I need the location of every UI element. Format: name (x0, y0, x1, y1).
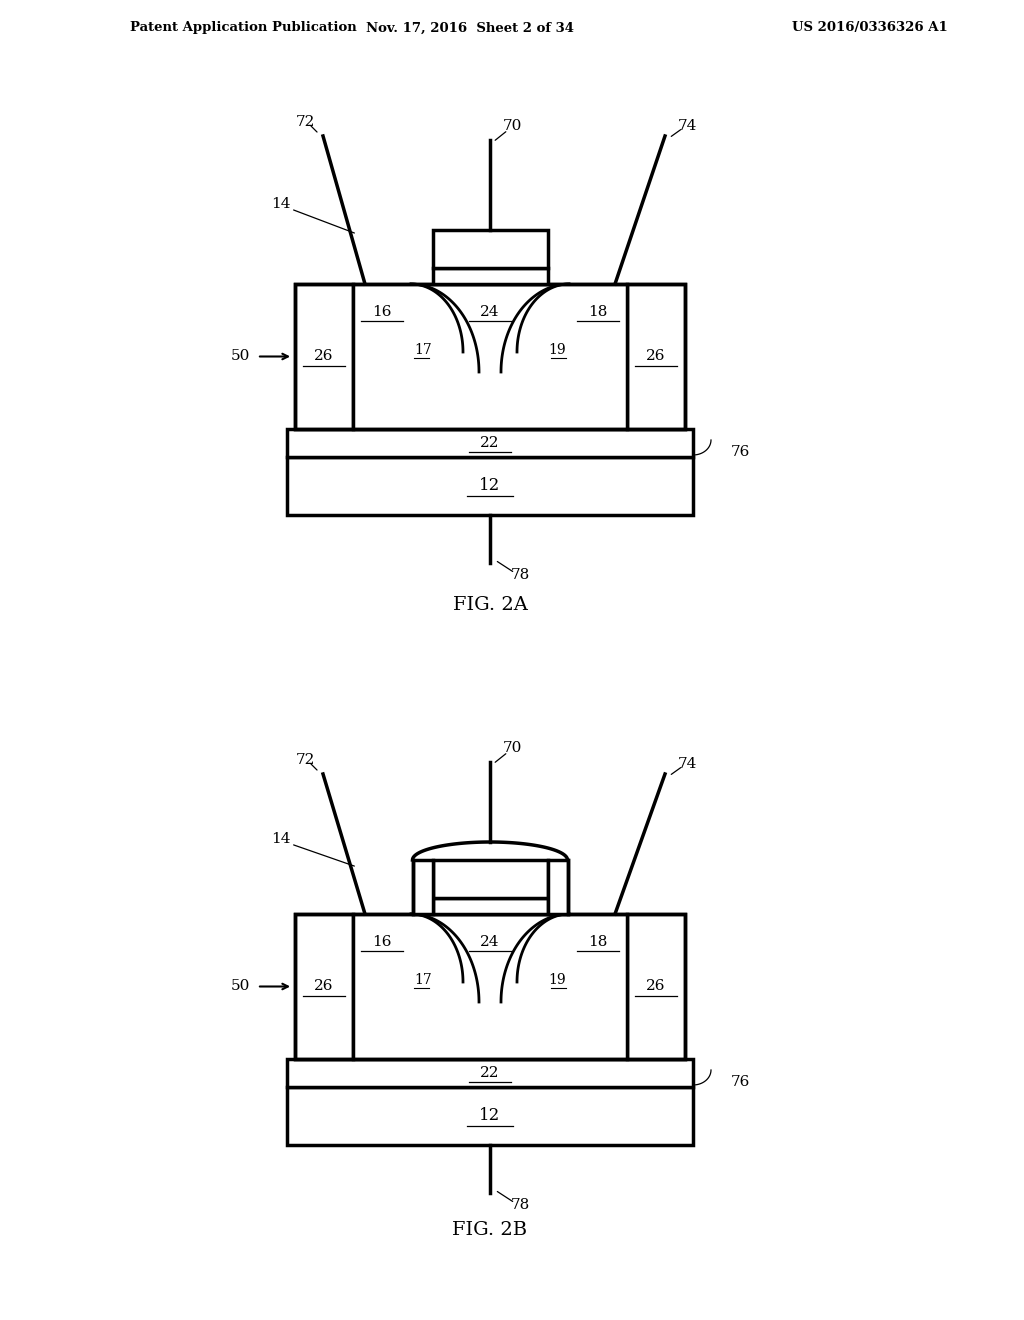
Bar (627, 284, 685, 429)
Bar (627, 913, 685, 1059)
Text: 16: 16 (373, 935, 392, 949)
Text: 78: 78 (510, 1199, 529, 1212)
Bar (353, 284, 627, 429)
Bar (548, 861, 567, 913)
Bar (287, 457, 693, 515)
Text: 72: 72 (295, 115, 314, 129)
Text: 19: 19 (548, 343, 566, 356)
Text: 26: 26 (646, 979, 666, 994)
Bar (295, 284, 353, 429)
Text: 24: 24 (480, 935, 500, 949)
Text: 24: 24 (480, 305, 500, 319)
Text: 72: 72 (295, 752, 314, 767)
Text: 26: 26 (314, 979, 334, 994)
Text: 78: 78 (510, 568, 529, 582)
Text: 70: 70 (503, 119, 521, 133)
Text: 62: 62 (481, 269, 499, 282)
Text: 17: 17 (414, 343, 432, 356)
Text: 16: 16 (373, 305, 392, 319)
Bar (432, 230, 548, 268)
Bar (295, 284, 685, 429)
Text: 60: 60 (480, 873, 500, 886)
Text: 26: 26 (314, 350, 334, 363)
Text: FIG. 2B: FIG. 2B (453, 1221, 527, 1239)
Text: Patent Application Publication: Patent Application Publication (130, 21, 356, 34)
Text: 26: 26 (646, 350, 666, 363)
Bar (287, 429, 693, 457)
Text: 14: 14 (271, 832, 291, 846)
Text: 22: 22 (480, 1067, 500, 1080)
Text: 74: 74 (677, 756, 696, 771)
Bar (432, 898, 548, 913)
Bar (353, 913, 627, 1059)
Bar (295, 913, 685, 1059)
Text: 12: 12 (479, 478, 501, 495)
Text: 62: 62 (481, 899, 499, 913)
Text: 50: 50 (230, 350, 250, 363)
Text: 50: 50 (230, 979, 250, 994)
Text: Nov. 17, 2016  Sheet 2 of 34: Nov. 17, 2016 Sheet 2 of 34 (366, 21, 574, 34)
Text: 12: 12 (479, 1107, 501, 1125)
Text: 60: 60 (480, 242, 500, 256)
Text: 14: 14 (271, 197, 291, 211)
Text: 17: 17 (414, 973, 432, 987)
Text: 76: 76 (730, 1074, 750, 1089)
Text: 22: 22 (480, 436, 500, 450)
Bar (295, 913, 353, 1059)
Text: 74: 74 (677, 119, 696, 133)
Text: 76: 76 (730, 445, 750, 459)
Text: 61: 61 (415, 880, 430, 894)
Text: 61: 61 (550, 880, 565, 894)
Bar (432, 861, 548, 898)
Bar (287, 1059, 693, 1086)
Bar (413, 861, 432, 913)
Text: FIG. 2A: FIG. 2A (453, 597, 527, 614)
Text: US 2016/0336326 A1: US 2016/0336326 A1 (793, 21, 948, 34)
Text: 70: 70 (503, 741, 521, 755)
Text: 19: 19 (548, 973, 566, 987)
Text: 18: 18 (589, 305, 607, 319)
Bar (432, 268, 548, 284)
Bar (287, 1086, 693, 1144)
Text: 18: 18 (589, 935, 607, 949)
